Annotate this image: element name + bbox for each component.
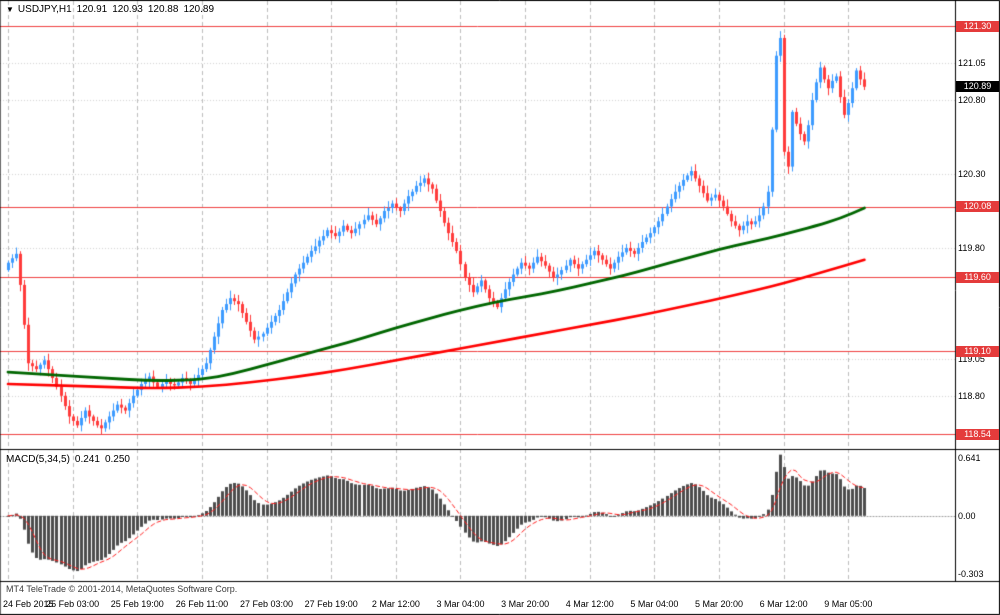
symbol-dropdown-icon[interactable]: ▼	[6, 5, 14, 14]
price-level-label: 120.08	[956, 201, 999, 213]
current-price-label: 120.89	[956, 81, 999, 93]
price-axis-label: 120.80	[958, 95, 986, 106]
time-axis-label: 24 Feb 2015	[3, 599, 54, 609]
macd-axis-label-min: -0.303	[958, 569, 984, 579]
time-axis-label: 6 Mar 12:00	[759, 599, 808, 609]
copyright-text: MT4 TeleTrade © 2001-2014, MetaQuotes So…	[6, 584, 238, 594]
macd-signal-value: 0.250	[104, 454, 130, 465]
price-axis-label: 118.80	[958, 390, 985, 401]
price-axis-label: 121.05	[958, 58, 986, 69]
time-axis-label: 5 Mar 04:00	[630, 599, 679, 609]
price-axis-label: 119.80	[958, 242, 985, 253]
macd-header: MACD(5,34,5) 0.241 0.250	[6, 454, 130, 465]
chart-header: ▼ USDJPY,H1 120.91 120.93 120.88 120.89	[6, 4, 214, 15]
time-axis-label: 3 Mar 20:00	[501, 599, 550, 609]
price-axis-label: 119.05	[958, 353, 985, 364]
ohlc-open-value: 120.91	[76, 4, 108, 15]
ohlc-high-value: 120.93	[112, 4, 143, 15]
time-axis-label: 27 Feb 19:00	[304, 599, 358, 609]
time-axis-label: 25 Feb 19:00	[110, 599, 164, 609]
macd-main-value: 0.241	[74, 454, 100, 465]
time-axis-label: 2 Mar 12:00	[371, 599, 420, 609]
price-level-label: 118.54	[956, 428, 999, 440]
symbol-timeframe-label: USDJPY,H1	[17, 4, 72, 15]
time-axis-label: 9 Mar 05:00	[824, 599, 873, 609]
price-level-label: 119.60	[956, 271, 999, 283]
time-axis-label: 25 Feb 03:00	[46, 599, 100, 609]
ohlc-low-value: 120.88	[147, 4, 179, 15]
price-level-label: 119.10	[956, 345, 999, 357]
price-level-label: 121.30	[956, 20, 999, 32]
price-axis-label: 120.30	[958, 168, 986, 179]
macd-axis-label-zero: 0.00	[958, 510, 976, 521]
time-axis-label: 3 Mar 04:00	[436, 599, 485, 609]
time-axis-label: 26 Feb 11:00	[175, 599, 229, 609]
ohlc-close-value: 120.89	[183, 4, 215, 15]
macd-axis-label-max: 0.641	[958, 453, 981, 463]
time-axis-label: 27 Feb 03:00	[240, 599, 294, 609]
time-axis-label: 4 Mar 12:00	[565, 599, 614, 609]
macd-indicator-label: MACD(5,34,5)	[6, 454, 70, 465]
time-axis-label: 5 Mar 20:00	[695, 599, 744, 609]
